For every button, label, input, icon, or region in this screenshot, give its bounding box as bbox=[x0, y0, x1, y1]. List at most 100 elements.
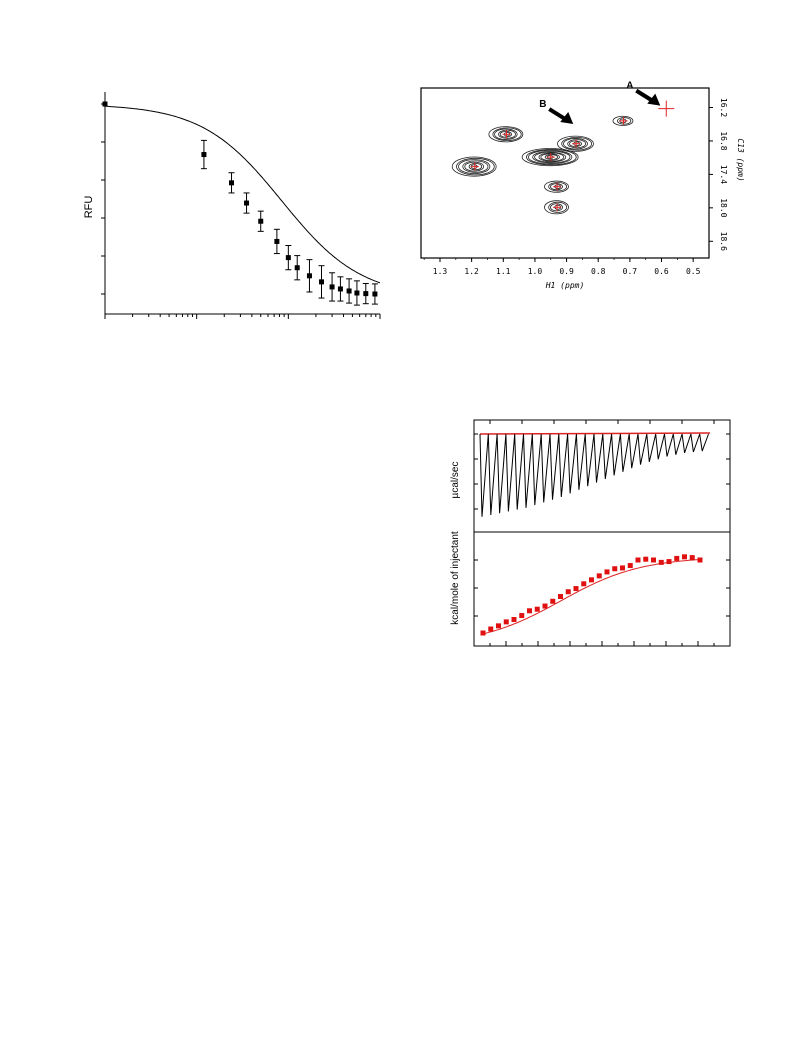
nmr-contour-ring bbox=[468, 162, 483, 171]
rfu-axes bbox=[101, 92, 381, 319]
nmr-contour-ring bbox=[458, 159, 491, 174]
nmr-x-axis-label: H1 (ppm) bbox=[545, 281, 585, 290]
nmr-contour-ring bbox=[488, 126, 524, 143]
nmr-x-tick-label: 1.1 bbox=[496, 267, 511, 276]
nmr-x-tick-label: 0.9 bbox=[559, 267, 574, 276]
nmr-y-tick-label: 18.6 bbox=[719, 232, 728, 251]
itc-binding-point bbox=[519, 613, 525, 619]
nmr-x-tick-label: 0.8 bbox=[591, 267, 606, 276]
nmr-contour-ring bbox=[498, 129, 516, 139]
rfu-fit-line bbox=[105, 105, 381, 284]
nmr-annotations: AB bbox=[539, 81, 661, 125]
nmr-contour-ring bbox=[550, 183, 563, 191]
itc-binding-point bbox=[658, 559, 664, 565]
rfu-data-point bbox=[201, 152, 207, 158]
rfu-data-point bbox=[354, 290, 360, 296]
itc-binding-y-axis-label: kcal/mole of injectant bbox=[450, 531, 461, 625]
nmr-contour-ring bbox=[540, 153, 560, 161]
nmr-x-tick-label: 0.7 bbox=[623, 267, 638, 276]
nmr-contour-ring bbox=[548, 181, 568, 192]
itc-binding-point bbox=[651, 557, 656, 563]
nmr-contour-ring bbox=[521, 148, 579, 167]
itc-raw-thermogram bbox=[479, 433, 709, 517]
itc-binding-point bbox=[527, 608, 532, 614]
rfu-data-point bbox=[346, 288, 352, 294]
itc-binding-point bbox=[666, 559, 672, 565]
nmr-x-tick-label: 0.6 bbox=[654, 267, 669, 276]
itc-binding-point bbox=[480, 630, 486, 636]
itc-binding-point bbox=[589, 577, 594, 583]
nmr-x-tick-label: 1.0 bbox=[528, 267, 543, 276]
itc-binding-points bbox=[480, 554, 703, 636]
nmr-y-tick-label: 16.8 bbox=[719, 131, 728, 150]
nmr-contour-ring bbox=[550, 203, 563, 212]
nmr-annotation-arrow bbox=[548, 107, 567, 121]
itc-binding-point bbox=[573, 586, 579, 592]
nmr-x-tick-label: 0.5 bbox=[686, 267, 701, 276]
itc-binding-point bbox=[612, 566, 618, 572]
itc-binding-point bbox=[565, 589, 571, 595]
nmr-x-tick-label: 1.2 bbox=[464, 267, 479, 276]
nmr-contour-ring bbox=[617, 117, 632, 125]
nmr-frame bbox=[420, 87, 710, 259]
itc-binding-fit-curve bbox=[482, 559, 701, 635]
itc-binding-point bbox=[581, 581, 587, 587]
rfu-data-point bbox=[244, 200, 250, 206]
nmr-y-tick-label: 18.0 bbox=[719, 198, 728, 217]
nmr-contours bbox=[451, 100, 675, 215]
nmr-y-tick-label: 17.4 bbox=[719, 165, 728, 184]
nmr-annotation-label: B bbox=[539, 99, 546, 110]
itc-binding-point bbox=[627, 563, 633, 569]
nmr-contour-ring bbox=[499, 130, 512, 138]
rfu-data-point bbox=[337, 286, 343, 292]
nmr-contour-ring bbox=[526, 149, 577, 166]
itc-binding-fit-line bbox=[482, 559, 701, 635]
nmr-contour-ring bbox=[548, 201, 568, 213]
itc-binding-point bbox=[604, 569, 610, 575]
itc-binding-point bbox=[689, 555, 695, 561]
nmr-annotation-arrowhead bbox=[560, 112, 574, 125]
nmr-annotation-label: A bbox=[626, 81, 633, 92]
rfu-y-axis-label: RFU bbox=[83, 196, 95, 219]
rfu-data-point bbox=[363, 291, 369, 297]
nmr-contour-ring bbox=[494, 128, 518, 140]
itc-binding-point bbox=[596, 573, 602, 579]
itc-binding-point bbox=[534, 606, 540, 612]
nmr-contour-ring bbox=[567, 139, 587, 149]
rfu-data-point bbox=[306, 273, 312, 279]
rfu-data-point bbox=[102, 101, 108, 107]
nmr-contour-ring bbox=[544, 154, 558, 160]
itc-raw-y-axis-label: µcal/sec bbox=[450, 462, 461, 499]
itc-binding-point bbox=[496, 623, 501, 629]
rfu-data-point bbox=[274, 238, 280, 244]
nmr-y-axis-label: C13 (ppm) bbox=[736, 138, 745, 181]
itc-raw-axes bbox=[474, 420, 730, 510]
itc-binding-point bbox=[682, 554, 687, 560]
rfu-data-point bbox=[229, 180, 235, 186]
nmr-contour-ring bbox=[569, 140, 582, 148]
nmr-contour-ring bbox=[544, 180, 569, 193]
rfu-data-point bbox=[285, 255, 291, 261]
itc-binding-point bbox=[488, 626, 494, 632]
nmr-contour-ring bbox=[451, 156, 497, 177]
itc-binding-point bbox=[550, 598, 556, 604]
nmr-contour-ring bbox=[612, 115, 634, 126]
itc-binding-point bbox=[620, 565, 625, 571]
itc-raw-trace bbox=[479, 432, 711, 517]
nmr-contour-ring bbox=[464, 161, 485, 172]
itc-binding-frame bbox=[473, 531, 731, 647]
nmr-contour-ring bbox=[532, 150, 571, 164]
itc-binding-point bbox=[635, 557, 641, 563]
rfu-data-point bbox=[372, 291, 378, 297]
itc-binding-point bbox=[542, 603, 548, 609]
nmr-contour-ring bbox=[462, 160, 489, 173]
nmr-annotation-arrowhead bbox=[647, 93, 661, 106]
itc-binding-point bbox=[503, 619, 509, 625]
rfu-data-point bbox=[258, 218, 264, 224]
nmr-contour-ring bbox=[544, 200, 569, 215]
rfu-data-point bbox=[318, 279, 324, 285]
rfu-data-points bbox=[102, 101, 378, 306]
